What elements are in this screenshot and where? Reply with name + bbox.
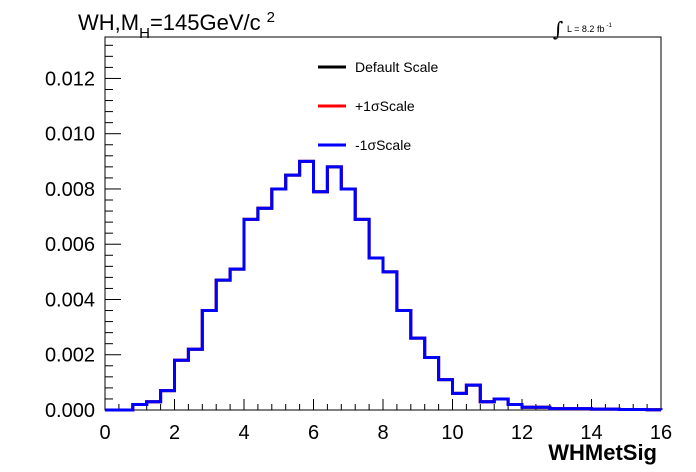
x-tick-label: 16 — [650, 422, 672, 444]
series-group — [105, 159, 663, 412]
series-line-1 — [105, 159, 663, 412]
x-tick-label: 4 — [238, 422, 249, 444]
legend-label-plus1sigma: +1σScale — [355, 98, 415, 114]
x-axis-title: WHMetSig — [548, 440, 657, 465]
x-axis: 0 2 4 6 8 10 12 14 16 — [99, 399, 672, 444]
x-tick-label: 8 — [377, 422, 388, 444]
chart-title: WH,MH=145GeV/c 2 — [78, 9, 275, 42]
x-tick-label: 6 — [308, 422, 319, 444]
x-tick-label: 2 — [169, 422, 180, 444]
y-tick-label: 0.008 — [45, 179, 95, 201]
y-tick-label: 0.010 — [45, 124, 95, 146]
lumi-label: L = 8.2 fb -1 — [567, 23, 612, 34]
x-tick-label: 14 — [580, 422, 602, 444]
y-tick-label: 0.000 — [45, 400, 95, 422]
lumi-integral: ∫ — [553, 17, 563, 41]
legend-label-minus1sigma: -1σScale — [355, 137, 411, 153]
x-tick-label: 10 — [441, 422, 463, 444]
x-tick-label: 12 — [511, 422, 533, 444]
y-tick-label: 0.004 — [45, 289, 95, 311]
legend: Default Scale +1σScale -1σScale — [318, 59, 438, 153]
series-line-0 — [105, 159, 663, 412]
y-tick-label: 0.006 — [45, 234, 95, 256]
y-tick-label: 0.002 — [45, 345, 95, 367]
y-axis: 0.000 0.002 0.004 0.006 0.008 0.010 0.012 — [45, 44, 121, 422]
y-tick-label: 0.012 — [45, 68, 95, 90]
series-line-2 — [105, 159, 663, 412]
legend-label-default: Default Scale — [355, 59, 438, 75]
x-tick-label: 0 — [99, 422, 110, 444]
